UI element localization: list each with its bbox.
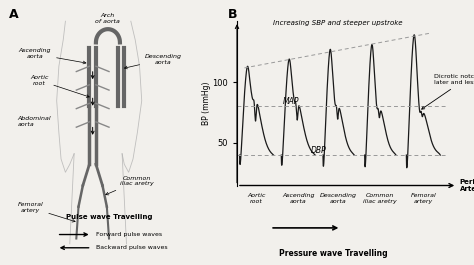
- Text: A: A: [9, 8, 18, 21]
- Text: Aortic
root: Aortic root: [30, 75, 89, 97]
- Text: Femoral
artery: Femoral artery: [410, 193, 436, 204]
- Text: Descending
aorta: Descending aorta: [320, 193, 357, 204]
- Text: Common
iliac aretry: Common iliac aretry: [364, 193, 397, 204]
- Text: Aortic
root: Aortic root: [247, 193, 266, 204]
- Text: Descending
aorta: Descending aorta: [125, 54, 182, 69]
- Text: Increasing SBP and steeper upstroke: Increasing SBP and steeper upstroke: [273, 20, 402, 26]
- Y-axis label: BP (mmHg): BP (mmHg): [202, 82, 211, 125]
- Text: Ascending
aorta: Ascending aorta: [282, 193, 314, 204]
- Text: Arch
of aorta: Arch of aorta: [95, 13, 120, 24]
- Text: Dicrotic notch
later and less sharp: Dicrotic notch later and less sharp: [422, 74, 474, 109]
- Text: Pulse wave Travelling: Pulse wave Travelling: [66, 214, 152, 220]
- Text: DBP: DBP: [311, 146, 327, 155]
- Text: Backward pulse waves: Backward pulse waves: [96, 245, 168, 250]
- Text: Pressure wave Travelling: Pressure wave Travelling: [279, 249, 388, 258]
- Text: Ascending
aorta: Ascending aorta: [18, 48, 86, 64]
- Text: Forward pulse waves: Forward pulse waves: [96, 232, 162, 237]
- Text: MAP: MAP: [283, 97, 299, 106]
- Text: B: B: [228, 8, 237, 21]
- Text: Femoral
artery: Femoral artery: [18, 202, 75, 222]
- Text: Abdominal
aorta: Abdominal aorta: [18, 117, 51, 127]
- Text: Peripheral
Artery: Peripheral Artery: [460, 179, 474, 192]
- Text: Common
iliac aretry: Common iliac aretry: [106, 176, 154, 195]
